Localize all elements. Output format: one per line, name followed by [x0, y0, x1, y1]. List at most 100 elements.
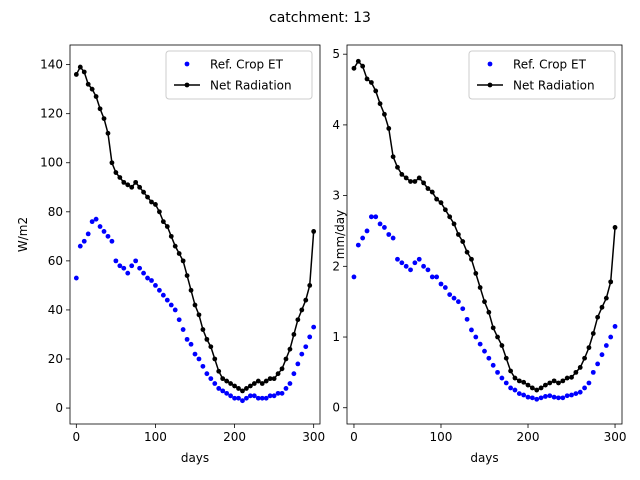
data-point [351, 274, 357, 280]
x-tick-label: 0 [350, 430, 358, 444]
data-point [355, 58, 361, 64]
data-point [208, 344, 214, 350]
y-tick-label: 0 [332, 401, 340, 415]
data-point [228, 381, 234, 386]
data-point [512, 375, 518, 381]
data-point [503, 355, 509, 361]
data-point [547, 393, 553, 399]
data-point [77, 64, 83, 70]
data-point [149, 199, 154, 205]
data-point [287, 346, 293, 352]
data-point [259, 395, 265, 401]
data-point [224, 378, 230, 384]
data-point [153, 202, 158, 207]
data-point [85, 231, 91, 237]
data-point [512, 387, 518, 393]
data-point [105, 130, 111, 136]
data-point [603, 295, 609, 301]
data-point [564, 375, 570, 381]
y-tick-label: 80 [48, 205, 63, 219]
data-point [208, 376, 214, 382]
data-point [582, 355, 587, 361]
data-point [81, 238, 87, 244]
data-point [482, 348, 487, 354]
data-point [133, 258, 139, 264]
data-point [469, 256, 474, 262]
data-point [442, 207, 448, 213]
data-point [129, 263, 135, 269]
data-point [73, 72, 79, 77]
data-point [216, 368, 222, 374]
data-point [364, 76, 370, 82]
data-point [590, 369, 596, 375]
data-point [267, 393, 273, 399]
data-point [160, 219, 166, 225]
data-point [160, 292, 166, 298]
legend-marker [487, 82, 493, 88]
data-point [164, 224, 170, 229]
y-tick-label: 40 [48, 303, 63, 317]
data-point [236, 386, 241, 391]
data-point [251, 381, 257, 386]
legend-label: Net Radiation [210, 79, 292, 93]
data-point [469, 327, 474, 333]
data-point [113, 258, 119, 264]
y-tick-label: 140 [40, 58, 63, 72]
data-point [495, 334, 500, 340]
data-point [137, 184, 143, 190]
data-point [85, 81, 91, 87]
data-point [172, 243, 178, 249]
data-point [390, 154, 396, 160]
data-point [307, 283, 313, 288]
data-point [129, 184, 135, 190]
data-point [386, 126, 392, 131]
data-point [464, 316, 470, 322]
data-point [586, 380, 592, 386]
x-tick-label: 300 [302, 430, 325, 444]
data-point [101, 229, 107, 234]
data-point [543, 382, 548, 388]
data-point [267, 376, 273, 382]
legend-label: Net Radiation [513, 79, 595, 93]
data-point [464, 249, 470, 255]
data-point [582, 385, 587, 391]
series-net-radiation [351, 58, 618, 393]
data-point [429, 274, 435, 280]
data-point [508, 385, 514, 391]
data-point [395, 164, 400, 170]
axes-frame [69, 44, 321, 425]
data-point [89, 86, 95, 92]
data-point [188, 287, 194, 293]
data-point [569, 374, 574, 380]
data-point [73, 275, 79, 281]
data-point [200, 363, 206, 369]
data-point [196, 356, 202, 362]
data-point [368, 214, 374, 220]
data-point [408, 267, 413, 273]
data-point [247, 393, 253, 399]
data-point [421, 180, 426, 186]
data-point [295, 317, 301, 323]
data-point [608, 334, 614, 340]
data-point [377, 101, 383, 107]
data-point [216, 386, 222, 391]
data-point [311, 229, 317, 234]
data-point [212, 381, 218, 386]
data-point [573, 391, 579, 396]
data-point [486, 355, 492, 361]
data-point [184, 273, 190, 278]
y-axis-label: W/m2 [16, 217, 30, 252]
data-point [172, 307, 178, 313]
legend: Ref. Crop ET Net Radiation [165, 50, 313, 100]
data-point [573, 369, 579, 375]
data-point [477, 341, 483, 347]
data-point [451, 221, 457, 227]
data-point [117, 175, 123, 180]
data-point [373, 88, 379, 94]
data-point [508, 368, 514, 374]
data-point [168, 302, 174, 308]
data-point [438, 281, 444, 287]
data-point [121, 179, 127, 185]
y-tick-label: 100 [40, 156, 63, 170]
